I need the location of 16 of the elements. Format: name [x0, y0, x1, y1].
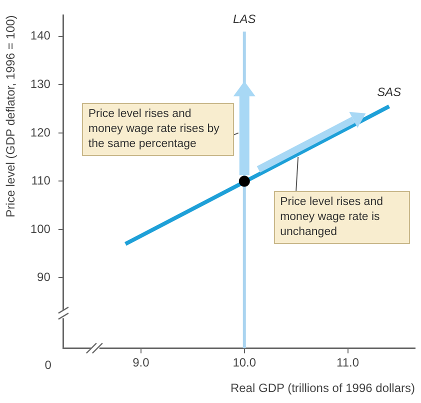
y-axis-title: Price level (GDP deflator, 1996 = 100): [4, 15, 18, 218]
y-tick-label: 100: [30, 222, 51, 236]
annotation: Price level rises and money wage rate is unchanged: [274, 190, 410, 244]
annotation: Price level rises and money wage rate rises by the same percentage: [82, 102, 234, 156]
x-axis-title: Real GDP (trillions of 1996 dollars): [230, 381, 415, 396]
y-tick-label: 90: [37, 270, 51, 284]
text: 0: [44, 358, 52, 372]
x-tick-label: 10.0: [232, 356, 256, 370]
x-tick-label: 9.0: [132, 356, 150, 370]
series-label: LAS: [233, 12, 256, 26]
series-label: SAS: [377, 84, 402, 99]
y-tick-label: 140: [30, 28, 51, 43]
y-tick-label: 130: [30, 77, 51, 92]
x-tick-label: 11.0: [336, 356, 360, 370]
y-tick-label: 110: [31, 174, 51, 188]
y-tick-label: 120: [30, 125, 51, 140]
